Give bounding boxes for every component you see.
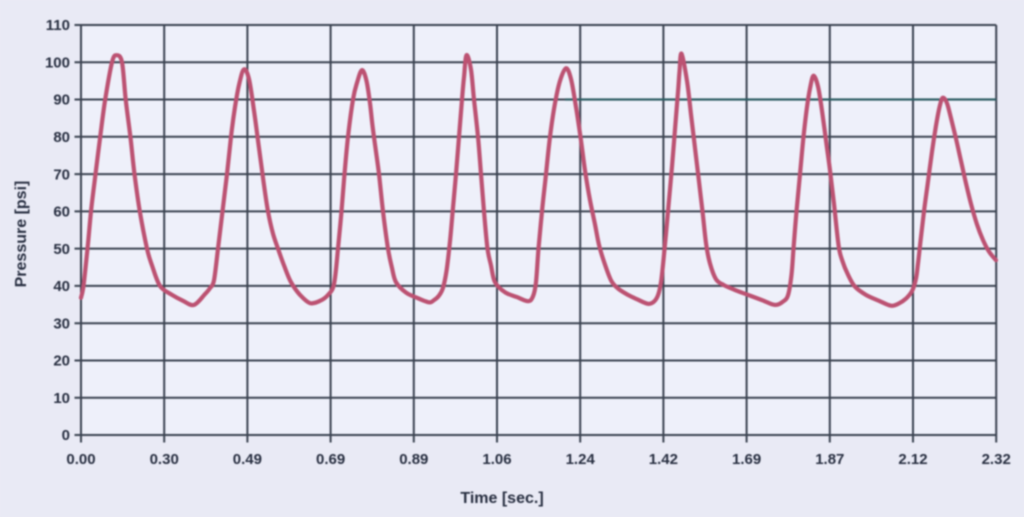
svg-text:2.12: 2.12 [898, 451, 927, 468]
svg-text:1.06: 1.06 [482, 451, 511, 468]
svg-text:0.69: 0.69 [316, 451, 345, 468]
svg-text:0.30: 0.30 [150, 451, 179, 468]
svg-text:1.42: 1.42 [649, 451, 678, 468]
svg-text:0.49: 0.49 [233, 451, 262, 468]
svg-text:1.69: 1.69 [732, 451, 761, 468]
svg-text:60: 60 [53, 204, 70, 221]
svg-text:50: 50 [53, 241, 70, 258]
svg-text:1.87: 1.87 [815, 451, 844, 468]
svg-text:90: 90 [53, 92, 70, 109]
svg-text:1.24: 1.24 [566, 451, 596, 468]
svg-text:0: 0 [62, 427, 70, 444]
svg-text:Time [sec.]: Time [sec.] [460, 490, 543, 507]
svg-text:100: 100 [45, 55, 70, 72]
svg-text:Pressure [psi]: Pressure [psi] [13, 181, 30, 288]
svg-text:80: 80 [53, 129, 70, 146]
svg-text:20: 20 [53, 353, 70, 370]
svg-text:110: 110 [46, 17, 70, 34]
svg-text:0.89: 0.89 [399, 451, 428, 468]
svg-text:10: 10 [53, 390, 70, 407]
svg-text:40: 40 [53, 278, 70, 295]
svg-text:70: 70 [53, 166, 70, 183]
svg-text:0.00: 0.00 [66, 451, 95, 468]
svg-text:30: 30 [53, 315, 70, 332]
svg-text:2.32: 2.32 [982, 451, 1011, 468]
